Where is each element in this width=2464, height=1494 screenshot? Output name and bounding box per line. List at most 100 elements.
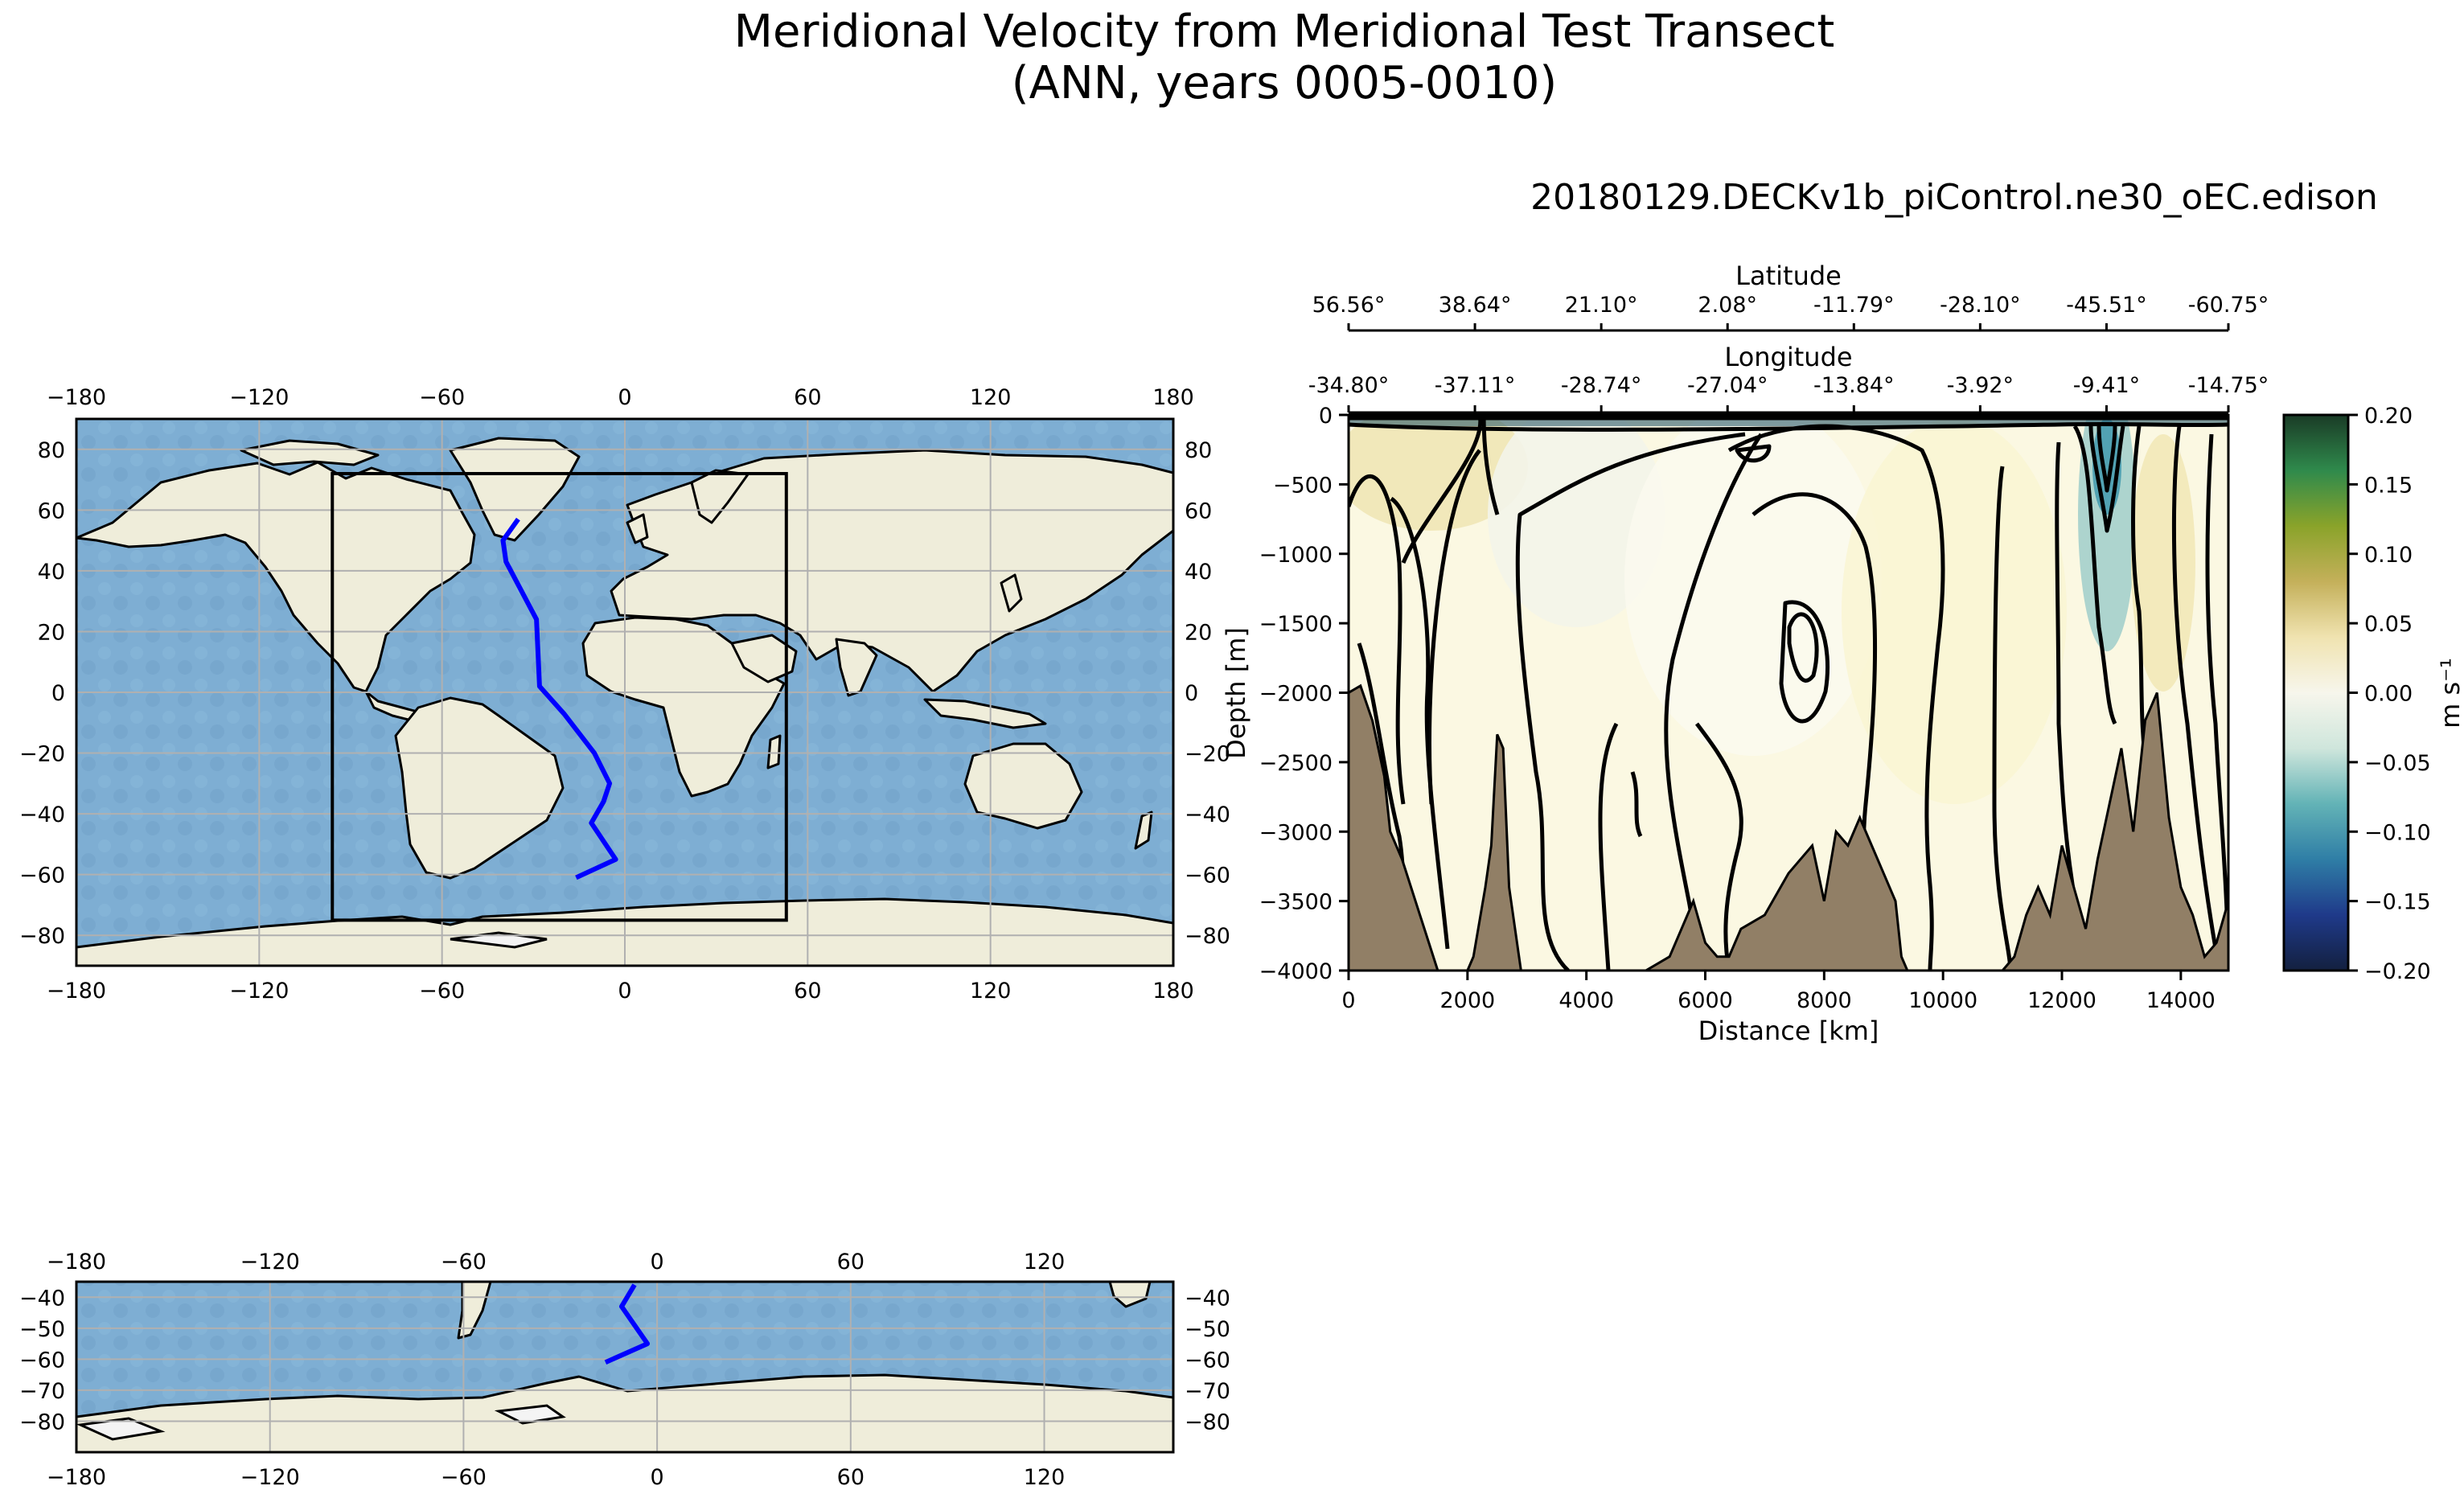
latitude-axis-label: Latitude [1735,261,1842,291]
tick-label-lon-top: −60 [419,385,465,410]
tick-label-lat-left: 20 [38,620,65,645]
tick-label-lon-bottom: 180 [1152,979,1194,1004]
colorbar-tick-label: −0.15 [2364,890,2431,915]
tick-label-lat-left: −40 [19,802,65,827]
colorbar-tick-label: 0.05 [2364,612,2413,637]
y-tick-label: −2500 [1259,751,1333,776]
tick-label-lat-left: −70 [19,1379,65,1404]
tick-label-lat-left: 40 [38,560,65,585]
tick-label-lon-top: −60 [441,1250,487,1274]
tick-label-lat-left: 60 [38,499,65,523]
tick-label-lat-right: −50 [1185,1317,1230,1342]
longitude-tick-label: -3.92° [1947,373,2014,398]
tick-label-lon-bottom: −120 [240,1465,300,1490]
tick-label-lon-top: 60 [794,385,821,410]
colorbar-tick-label: 0.15 [2364,473,2413,498]
figure-subtitle: (ANN, years 0005-0010) [1012,57,1558,109]
tick-label-lon-top: 180 [1152,385,1194,410]
y-tick-label: −1000 [1259,543,1333,568]
x-tick-label: 12000 [2027,988,2096,1013]
tick-label-lat-right: −70 [1185,1379,1230,1404]
colorbar-tick-label: −0.05 [2364,751,2431,776]
tick-label-lat-right: −40 [1185,1286,1230,1311]
tick-label-lat-right: −60 [1185,864,1230,889]
tick-label-lat-left: −40 [19,1286,65,1311]
x-tick-label: 0 [1341,988,1355,1013]
y-tick-label: −1500 [1259,612,1333,637]
tick-label-lon-bottom: −60 [441,1465,487,1490]
section-xlabel: Distance [km] [1698,1016,1879,1046]
tick-label-lat-left: −80 [19,1410,65,1434]
tick-label-lon-bottom: −180 [47,1465,106,1490]
longitude-tick-label: -13.84° [1813,373,1895,398]
y-tick-label: −4000 [1259,959,1333,984]
tick-label-lat-left: −60 [19,864,65,889]
tick-label-lon-bottom: 60 [837,1465,864,1490]
tick-label-lon-bottom: 120 [970,979,1012,1004]
longitude-tick-label: -28.74° [1561,373,1642,398]
latitude-tick-label: -11.79° [1813,293,1895,318]
tick-label-lat-right: −60 [1185,1348,1230,1373]
section-ylabel: Depth [m] [1221,627,1251,759]
longitude-tick-label: -27.04° [1687,373,1768,398]
tick-label-lat-right: −80 [1185,1410,1230,1434]
global-map: −180 −180 −120 −120 −60 −60 0 0 60 60 120 120 180 180… [19,385,1230,1004]
tick-label-lon-top: −120 [240,1250,300,1274]
x-tick-label: 4000 [1558,988,1614,1013]
longitude-tick-label: -9.41° [2073,373,2140,398]
y-tick-label: 0 [1319,404,1333,429]
colorbar-tick-labels: 0.20 0.15 0.10 0.05 0.00 −0.05 −0.10 −0.15 −0.20 [2348,404,2431,984]
tick-label-lat-right: 40 [1185,560,1212,585]
tick-label-lon-bottom: −120 [229,979,289,1004]
tick-label-lon-top: −180 [47,385,106,410]
x-tick-label: 8000 [1797,988,1852,1013]
x-tick-label: 6000 [1678,988,1733,1013]
x-tick-label: 2000 [1439,988,1495,1013]
section-title: 20180129.DECKv1b_piControl.ne30_oEC.edis… [1530,177,2378,218]
tick-label-lat-left: −20 [19,742,65,767]
tick-label-lat-right: 60 [1185,499,1212,523]
latitude-tick-label: 38.64° [1439,293,1512,318]
y-tick-label: −2000 [1259,682,1333,707]
y-tick-label: −3000 [1259,820,1333,845]
colorbar-tick-label: 0.20 [2364,404,2413,429]
tick-label-lon-top: −180 [47,1250,106,1274]
latitude-tick-label: -60.75° [2188,293,2269,318]
tick-label-lon-top: 0 [651,1250,664,1274]
colorbar [2284,415,2348,971]
tick-label-lon-bottom: 60 [794,979,821,1004]
tick-label-lon-bottom: −180 [47,979,106,1004]
latitude-tick-label: -45.51° [2066,293,2147,318]
tick-label-lon-bottom: 0 [651,1465,664,1490]
tick-label-lon-top: 60 [837,1250,864,1274]
colorbar-label: m s⁻¹ [2435,658,2464,729]
tick-label-lon-top: 0 [618,385,631,410]
colorbar-tick-label: 0.10 [2364,543,2413,568]
latitude-tick-label: 21.10° [1565,293,1638,318]
tick-label-lat-left: 80 [38,438,65,463]
colorbar-tick-label: −0.10 [2364,820,2431,845]
figure: Meridional Velocity from Meridional Test… [0,0,2464,1494]
colorbar-tick-label: 0.00 [2364,682,2413,707]
figure-title: Meridional Velocity from Meridional Test… [734,6,1835,58]
y-tick-label: −500 [1273,473,1333,498]
tick-label-lon-bottom: −60 [419,979,465,1004]
land-madagascar [768,736,780,768]
tick-label-lat-right: 20 [1185,620,1212,645]
tick-label-lon-bottom: 0 [618,979,631,1004]
x-tick-label: 14000 [2146,988,2216,1013]
latitude-tick-label: 2.08° [1698,293,1757,318]
latitude-tick-label: -28.10° [1940,293,2021,318]
colorbar-tick-label: −0.20 [2364,959,2431,984]
longitude-axis-label: Longitude [1724,342,1852,372]
tick-label-lat-right: −40 [1185,802,1230,827]
tick-label-lon-top: 120 [1024,1250,1066,1274]
tick-label-lat-left: 0 [51,681,65,706]
tick-label-lat-right: 80 [1185,438,1212,463]
longitude-tick-label: -14.75° [2188,373,2269,398]
tick-label-lat-left: −80 [19,924,65,949]
southern-map: −180 −180 −120 −120 −60 −60 0 0 60 60 120 120 −80 −80… [19,1250,1230,1490]
tick-label-lon-top: −120 [229,385,289,410]
tick-label-lon-top: 120 [970,385,1012,410]
x-tick-label: 10000 [1908,988,1977,1013]
